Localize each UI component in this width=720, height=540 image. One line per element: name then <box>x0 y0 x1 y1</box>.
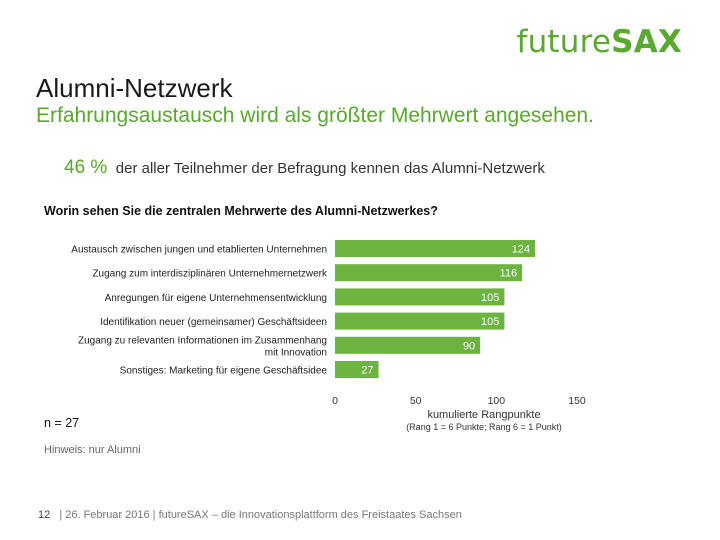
x-tick-label: 0 <box>332 395 338 407</box>
footer-text: | 26. Februar 2016 | futureSAX – die Inn… <box>59 509 462 521</box>
bar <box>335 288 505 306</box>
logo-text-future: future <box>516 24 612 60</box>
bar <box>335 336 481 354</box>
bar-value-label: 124 <box>512 244 530 256</box>
category-label: mit Innovation <box>265 347 327 358</box>
key-stat-text: der aller Teilnehmer der Befragung kenne… <box>115 160 545 177</box>
page-number: 12 <box>38 509 51 521</box>
hint-note: Hinweis: nur Alumni <box>44 444 141 456</box>
bar-value-label: 116 <box>500 268 518 280</box>
category-label: Anregungen für eigene Unternehmensentwic… <box>105 293 327 304</box>
bar <box>335 361 379 378</box>
x-tick-label: 100 <box>488 395 506 407</box>
key-stat-value: 46 % <box>64 157 108 178</box>
category-label: Zugang zum interdisziplinären Unternehme… <box>92 269 328 280</box>
bar-value-label: 27 <box>361 365 373 377</box>
bar <box>335 312 505 330</box>
bar <box>335 264 523 282</box>
x-tick-label: 50 <box>410 395 422 407</box>
logo-text-sax: SAX <box>611 24 682 60</box>
page-subtitle: Erfahrungsaustausch wird als größter Meh… <box>36 104 594 127</box>
category-label: Sonstiges: Marketing für eigene Geschäft… <box>120 366 328 377</box>
bar <box>335 240 536 257</box>
category-label: Zugang zu relevanten Informationen im Zu… <box>78 335 327 346</box>
footer: 12 | 26. Februar 2016 | futureSAX – die … <box>38 509 462 521</box>
sample-size: n = 27 <box>44 416 80 430</box>
key-stat: 46 % der aller Teilnehmer der Befragung … <box>64 157 545 179</box>
chart-question: Worin sehen Sie die zentralen Mehrwerte … <box>44 204 438 218</box>
category-label: Identifikation neuer (gemeinsamer) Gesch… <box>100 317 327 328</box>
bar-value-label: 105 <box>481 316 499 328</box>
page-title: Alumni-Netzwerk <box>36 73 233 103</box>
category-label: Austausch zwischen jungen und etablierte… <box>71 245 327 256</box>
bar-value-label: 90 <box>463 340 475 352</box>
x-axis-title: kumulierte Rangpunkte <box>427 409 540 421</box>
x-tick-label: 150 <box>568 395 586 407</box>
bar-value-label: 105 <box>481 292 499 304</box>
futuresax-logo: futureSAX <box>516 24 682 60</box>
x-axis-note: (Rang 1 = 6 Punkte; Rang 6 = 1 Punkt) <box>406 422 562 432</box>
